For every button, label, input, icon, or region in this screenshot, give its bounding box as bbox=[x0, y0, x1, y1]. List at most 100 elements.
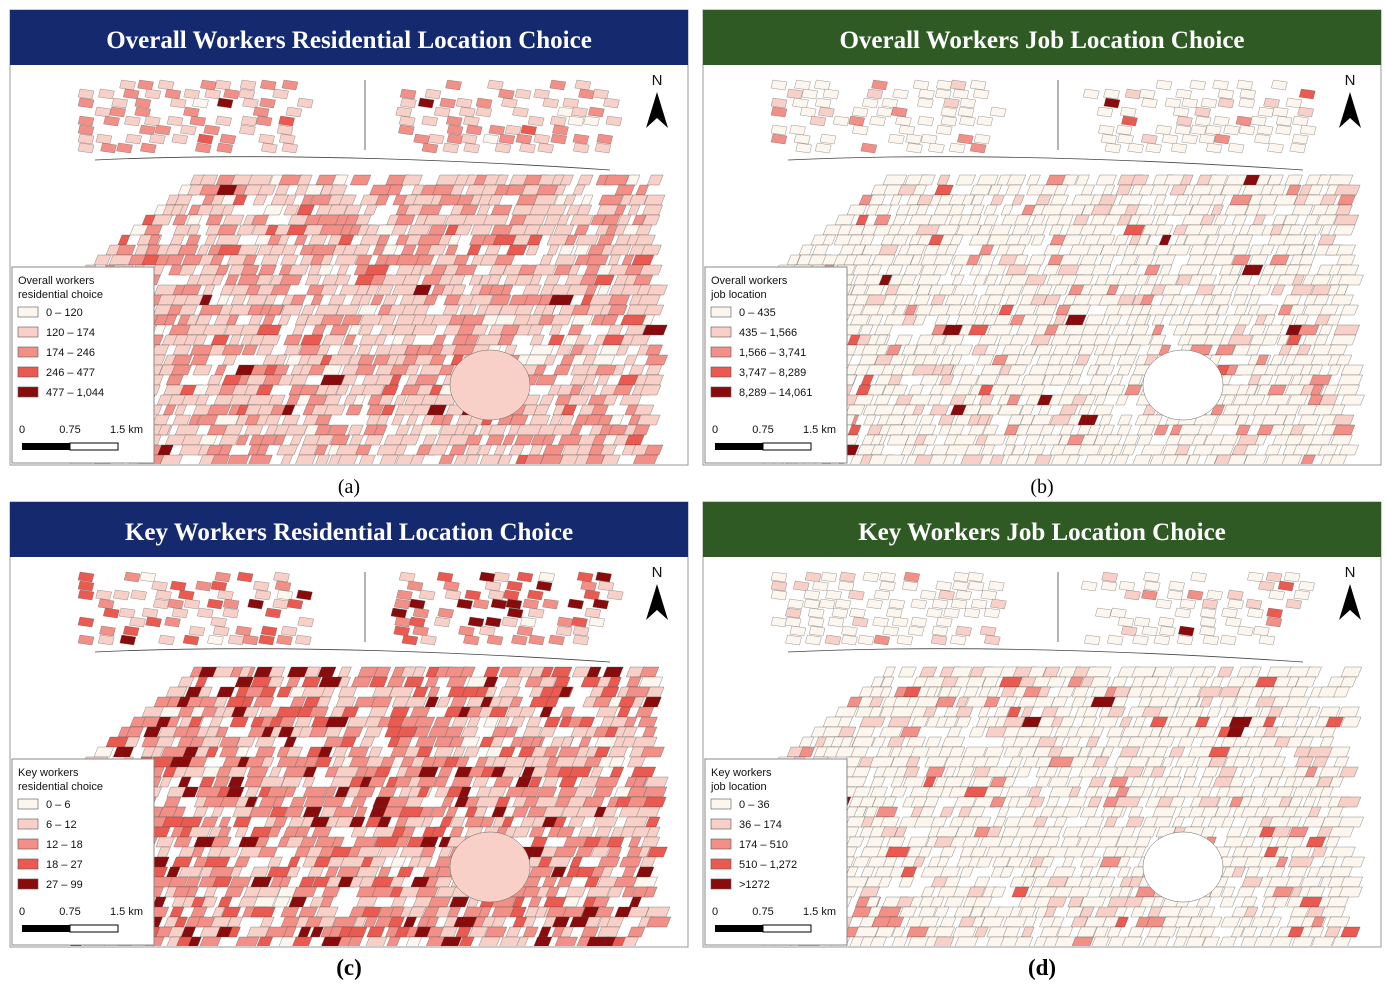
parcel bbox=[1333, 686, 1350, 698]
parcel bbox=[644, 354, 668, 366]
parcel bbox=[278, 115, 295, 127]
parcel bbox=[1259, 244, 1275, 256]
parcel bbox=[315, 434, 334, 446]
parcel bbox=[770, 589, 788, 601]
parcel bbox=[1011, 194, 1025, 206]
parcel bbox=[625, 174, 641, 186]
parcel bbox=[553, 364, 572, 376]
parcel bbox=[1014, 936, 1034, 946]
parcel bbox=[1328, 776, 1344, 788]
parcel bbox=[207, 404, 231, 416]
parcel bbox=[320, 314, 345, 326]
parcel bbox=[446, 124, 464, 136]
north-label: N bbox=[1345, 564, 1356, 581]
parcel bbox=[488, 589, 505, 601]
parcel bbox=[793, 133, 811, 145]
parcel bbox=[834, 598, 852, 610]
parcel bbox=[227, 454, 250, 464]
parcel bbox=[335, 304, 360, 316]
parcel bbox=[818, 106, 835, 118]
parcel bbox=[1273, 194, 1298, 206]
parcel bbox=[119, 634, 136, 646]
parcel bbox=[1181, 97, 1198, 109]
parcel bbox=[999, 866, 1015, 878]
parcel bbox=[1141, 589, 1158, 601]
parcel bbox=[253, 896, 277, 908]
parcel bbox=[950, 598, 968, 610]
parcel bbox=[1250, 284, 1272, 296]
parcel bbox=[197, 133, 214, 145]
parcel bbox=[567, 816, 586, 828]
parcel bbox=[1127, 142, 1144, 154]
parcel bbox=[211, 806, 225, 818]
parcel bbox=[1017, 234, 1033, 246]
legend-box bbox=[704, 758, 848, 946]
parcel bbox=[898, 876, 915, 888]
parcel bbox=[516, 936, 529, 946]
parcel bbox=[265, 607, 282, 619]
parcel bbox=[1006, 174, 1027, 186]
parcel bbox=[396, 866, 414, 878]
parcel bbox=[1200, 97, 1218, 109]
parcel bbox=[957, 133, 974, 145]
parcel bbox=[337, 454, 358, 464]
parcel bbox=[1107, 936, 1127, 946]
parcel bbox=[412, 607, 430, 619]
parcel bbox=[420, 634, 437, 646]
parcel bbox=[1256, 124, 1274, 136]
parcel bbox=[475, 106, 493, 118]
parcel bbox=[571, 616, 588, 628]
legend-label: 27 – 99 bbox=[46, 879, 83, 891]
parcel bbox=[621, 936, 639, 946]
parcel bbox=[940, 115, 958, 127]
caption: (b) bbox=[1030, 476, 1053, 498]
parcel bbox=[423, 294, 439, 306]
parcel bbox=[969, 142, 987, 154]
parcel bbox=[862, 571, 880, 583]
parcel bbox=[129, 616, 146, 628]
parcel bbox=[281, 79, 299, 91]
parcel bbox=[505, 598, 523, 610]
parcel bbox=[607, 304, 628, 316]
parcel bbox=[1265, 616, 1283, 628]
parcel bbox=[1157, 616, 1175, 628]
parcel bbox=[1057, 686, 1075, 698]
parcel bbox=[939, 806, 955, 818]
parcel bbox=[1340, 364, 1364, 376]
parcel bbox=[959, 97, 976, 109]
parcel bbox=[950, 634, 967, 646]
legend-title: job location bbox=[710, 781, 767, 793]
parcel bbox=[295, 634, 312, 646]
parcel bbox=[943, 454, 957, 464]
parcel bbox=[1115, 124, 1133, 136]
parcel bbox=[1299, 88, 1316, 100]
parcel bbox=[953, 796, 977, 808]
parcel bbox=[1176, 634, 1194, 646]
parcel bbox=[469, 294, 494, 306]
parcel bbox=[215, 115, 232, 127]
parcel bbox=[548, 294, 574, 306]
parcel bbox=[1077, 444, 1102, 456]
parcel bbox=[157, 424, 172, 436]
parcel bbox=[846, 836, 865, 848]
parcel bbox=[895, 284, 920, 296]
parcel bbox=[889, 194, 903, 206]
parcel bbox=[203, 124, 220, 136]
parcel bbox=[1326, 896, 1349, 908]
parcel bbox=[1235, 115, 1253, 127]
parcel bbox=[910, 616, 927, 628]
parcel bbox=[476, 334, 502, 346]
parcel bbox=[454, 224, 473, 236]
scale-label: 0 bbox=[19, 424, 25, 436]
legend-label: 0 – 6 bbox=[46, 799, 70, 811]
parcel bbox=[606, 916, 625, 928]
parcel bbox=[1261, 414, 1288, 426]
parcel bbox=[501, 616, 518, 628]
parcel bbox=[542, 598, 559, 610]
parcel bbox=[852, 124, 869, 136]
parcel bbox=[1215, 344, 1236, 356]
parcel bbox=[883, 454, 905, 464]
parcel bbox=[808, 625, 826, 637]
parcel bbox=[1030, 234, 1046, 246]
parcel bbox=[424, 696, 440, 708]
